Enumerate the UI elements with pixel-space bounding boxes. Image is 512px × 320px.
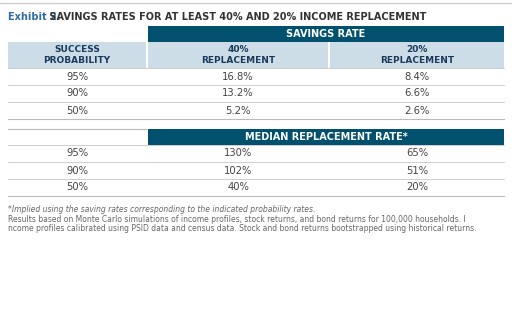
Text: 40%: 40% — [227, 182, 249, 193]
Text: 20%: 20% — [406, 182, 428, 193]
Text: ncome profiles calibrated using PSID data and census data. Stock and bond return: ncome profiles calibrated using PSID dat… — [8, 224, 477, 233]
Text: 50%: 50% — [66, 182, 88, 193]
Text: 90%: 90% — [66, 165, 88, 175]
Text: 16.8%: 16.8% — [222, 71, 254, 82]
Text: 95%: 95% — [66, 71, 88, 82]
Text: *Implied using the saving rates corresponding to the indicated probability rates: *Implied using the saving rates correspo… — [8, 205, 315, 214]
Text: 20%
REPLACEMENT: 20% REPLACEMENT — [380, 44, 454, 65]
Text: 2.6%: 2.6% — [404, 106, 430, 116]
Text: SAVINGS RATE: SAVINGS RATE — [286, 29, 366, 39]
Bar — [148, 42, 328, 68]
Text: 51%: 51% — [406, 165, 428, 175]
Text: 6.6%: 6.6% — [404, 89, 430, 99]
Text: 90%: 90% — [66, 89, 88, 99]
Text: 130%: 130% — [224, 148, 252, 158]
Text: 5.2%: 5.2% — [225, 106, 251, 116]
Text: 95%: 95% — [66, 148, 88, 158]
Text: 13.2%: 13.2% — [222, 89, 254, 99]
Text: SUCCESS
PROBABILITY: SUCCESS PROBABILITY — [44, 44, 111, 65]
Bar — [148, 129, 504, 145]
Text: 40%
REPLACEMENT: 40% REPLACEMENT — [201, 44, 275, 65]
Bar — [148, 26, 504, 42]
Text: SAVINGS RATES FOR AT LEAST 40% AND 20% INCOME REPLACEMENT: SAVINGS RATES FOR AT LEAST 40% AND 20% I… — [46, 12, 426, 22]
Text: Results based on Monte Carlo simulations of income profiles, stock returns, and : Results based on Monte Carlo simulations… — [8, 215, 466, 224]
Text: 50%: 50% — [66, 106, 88, 116]
Bar — [8, 42, 146, 68]
Text: 102%: 102% — [224, 165, 252, 175]
Text: 65%: 65% — [406, 148, 428, 158]
Text: MEDIAN REPLACEMENT RATE*: MEDIAN REPLACEMENT RATE* — [245, 132, 408, 142]
Bar — [330, 42, 504, 68]
Text: 8.4%: 8.4% — [404, 71, 430, 82]
Text: Exhibit 2.: Exhibit 2. — [8, 12, 60, 22]
